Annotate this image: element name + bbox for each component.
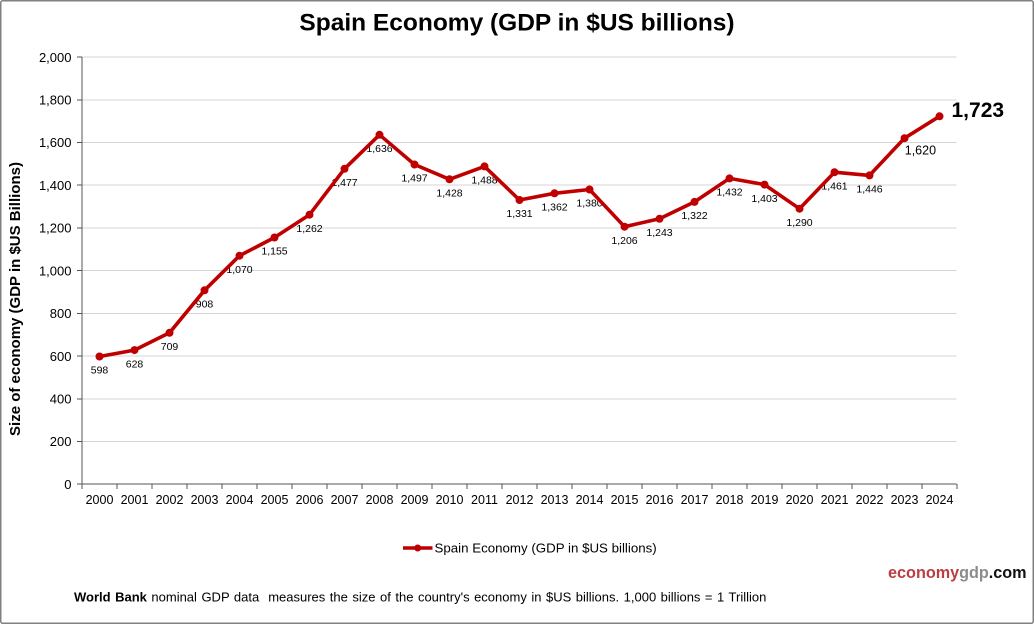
svg-text:2020: 2020	[786, 493, 814, 507]
svg-text:1,206: 1,206	[611, 235, 637, 247]
svg-text:World Bank nominal GDP data m: World Bank nominal GDP data measures the…	[74, 590, 766, 605]
svg-text:2003: 2003	[191, 493, 219, 507]
svg-text:2013: 2013	[541, 493, 569, 507]
svg-text:2006: 2006	[296, 493, 324, 507]
svg-text:2023: 2023	[891, 493, 919, 507]
svg-text:1,243: 1,243	[646, 227, 672, 239]
svg-text:2012: 2012	[506, 493, 534, 507]
svg-text:1,155: 1,155	[261, 246, 287, 258]
svg-text:2011: 2011	[471, 493, 498, 507]
svg-text:2001: 2001	[121, 493, 149, 507]
svg-text:1,331: 1,331	[506, 208, 532, 220]
svg-text:1,723: 1,723	[952, 99, 1005, 122]
svg-text:800: 800	[50, 306, 72, 321]
svg-text:2024: 2024	[926, 493, 954, 507]
svg-text:1,070: 1,070	[226, 264, 252, 276]
svg-text:2002: 2002	[156, 493, 184, 507]
svg-text:2009: 2009	[401, 493, 429, 507]
svg-text:598: 598	[91, 365, 109, 377]
svg-text:1,636: 1,636	[366, 143, 392, 155]
svg-text:2008: 2008	[366, 493, 394, 507]
svg-text:1,600: 1,600	[39, 135, 72, 150]
svg-text:1,432: 1,432	[716, 187, 742, 199]
svg-text:2018: 2018	[716, 493, 744, 507]
svg-text:Size of economy (GDP in $US Bi: Size of economy (GDP in $US Billions)	[7, 162, 24, 436]
svg-text:200: 200	[50, 434, 72, 449]
svg-text:2007: 2007	[331, 493, 359, 507]
svg-text:628: 628	[126, 358, 144, 370]
svg-text:1,262: 1,262	[296, 223, 322, 235]
svg-text:2,000: 2,000	[39, 50, 72, 65]
svg-text:1,403: 1,403	[751, 193, 777, 205]
svg-text:2010: 2010	[436, 493, 464, 507]
svg-text:1,497: 1,497	[401, 173, 427, 185]
svg-text:908: 908	[196, 299, 214, 311]
svg-text:1,400: 1,400	[39, 178, 72, 193]
svg-text:1,800: 1,800	[39, 93, 72, 108]
svg-text:1,362: 1,362	[541, 202, 567, 214]
svg-text:2016: 2016	[646, 493, 674, 507]
svg-text:2021: 2021	[821, 493, 849, 507]
svg-text:1,461: 1,461	[821, 180, 847, 192]
svg-text:1,428: 1,428	[436, 188, 462, 200]
svg-text:2022: 2022	[856, 493, 884, 507]
svg-text:1,488: 1,488	[471, 175, 497, 187]
svg-text:1,000: 1,000	[39, 263, 72, 278]
svg-text:2000: 2000	[86, 493, 114, 507]
svg-text:2005: 2005	[261, 493, 289, 507]
svg-text:1,446: 1,446	[856, 184, 882, 196]
svg-text:economygdp.com: economygdp.com	[888, 564, 1027, 582]
svg-text:1,290: 1,290	[786, 217, 812, 229]
svg-text:1,380: 1,380	[576, 198, 602, 210]
svg-text:709: 709	[161, 341, 179, 353]
svg-text:Spain Economy (GDP in $US bill: Spain Economy (GDP in $US billions)	[435, 541, 657, 556]
svg-text:2019: 2019	[751, 493, 779, 507]
svg-text:600: 600	[50, 349, 72, 364]
svg-text:0: 0	[64, 477, 71, 492]
svg-text:400: 400	[50, 392, 72, 407]
svg-text:2004: 2004	[226, 493, 254, 507]
svg-text:2015: 2015	[611, 493, 639, 507]
svg-text:1,620: 1,620	[905, 144, 936, 158]
svg-text:2014: 2014	[576, 493, 604, 507]
svg-text:2017: 2017	[681, 493, 709, 507]
svg-text:Spain Economy (GDP in $US bill: Spain Economy (GDP in $US billions)	[299, 10, 734, 37]
svg-text:1,200: 1,200	[39, 221, 72, 236]
svg-text:1,322: 1,322	[681, 210, 707, 222]
